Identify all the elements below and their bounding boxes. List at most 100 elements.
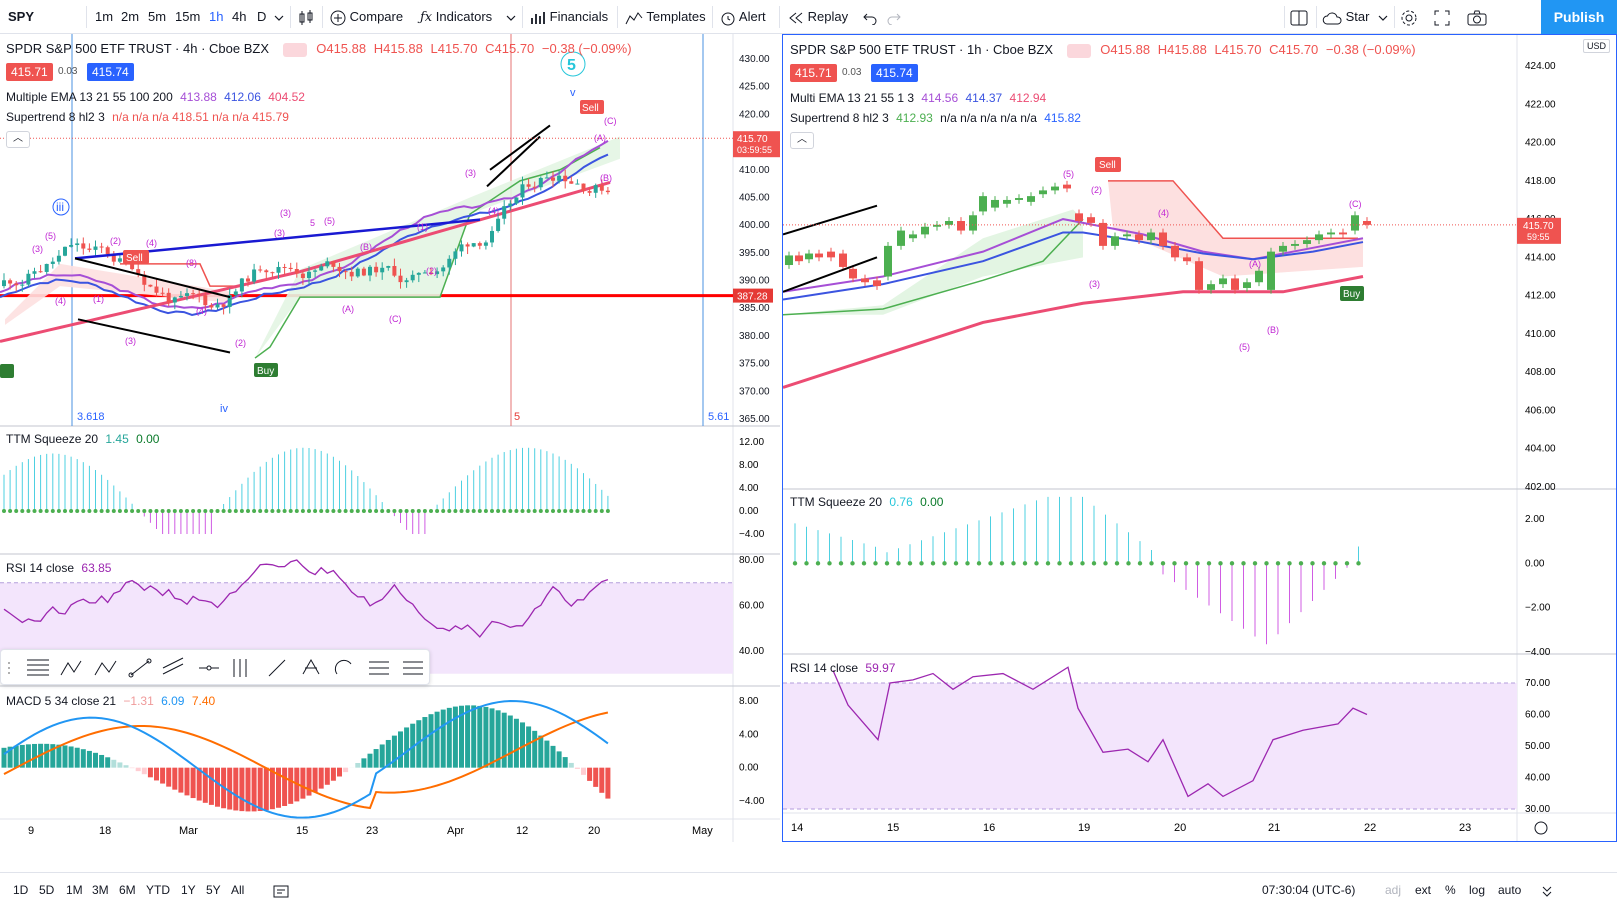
candle-body[interactable] [410, 274, 415, 281]
candle-body[interactable] [575, 183, 580, 185]
ema-55-line[interactable] [783, 275, 1364, 389]
candle-body[interactable] [105, 247, 110, 254]
candle-body[interactable] [252, 269, 257, 282]
candle-body[interactable] [897, 230, 905, 246]
right-ttm-label[interactable]: TTM Squeeze 20 [790, 495, 883, 509]
symbol-search[interactable]: SPY [8, 9, 35, 24]
candle-body[interactable] [1063, 184, 1071, 189]
candle-body[interactable] [785, 255, 793, 266]
adj-toggle[interactable]: adj [1385, 883, 1402, 897]
interval-15m[interactable]: 15m [175, 9, 201, 24]
candle-body[interactable] [945, 221, 953, 225]
candle-body[interactable] [392, 266, 397, 276]
left-macd-label[interactable]: MACD 5 34 close 21 [6, 694, 117, 708]
candle-body[interactable] [1231, 278, 1239, 290]
candle-body[interactable] [1015, 198, 1023, 200]
pitchfork-icon[interactable] [302, 658, 320, 675]
candle-body[interactable] [1207, 284, 1215, 290]
ema-21-line[interactable] [0, 153, 609, 317]
more-tools-icon[interactable] [403, 661, 423, 675]
candle-body[interactable] [368, 266, 372, 276]
candle-body[interactable] [429, 272, 433, 275]
candle-body[interactable] [447, 258, 452, 268]
candle-body[interactable] [361, 268, 366, 276]
candle-body[interactable] [873, 280, 881, 287]
drag-handle-icon[interactable] [8, 662, 10, 674]
candle-body[interactable] [276, 266, 281, 273]
financials-button[interactable]: Financials [530, 0, 608, 34]
candle-body[interactable] [1039, 190, 1047, 195]
candle-body[interactable] [520, 184, 525, 198]
candle-body[interactable] [203, 295, 208, 306]
range-1m[interactable]: 1M [66, 883, 83, 897]
auto-toggle[interactable]: auto [1498, 883, 1522, 897]
candle-body[interactable] [861, 278, 869, 283]
sell-signal-tag[interactable] [1095, 157, 1121, 172]
range-5y[interactable]: 5Y [206, 883, 221, 897]
chart-settings-gear-icon[interactable] [1534, 821, 1548, 835]
candle-body[interactable] [75, 243, 80, 246]
star-button[interactable]: Star [1322, 0, 1369, 34]
candle-body[interactable] [1195, 261, 1203, 290]
interval-5m[interactable]: 5m [148, 9, 167, 24]
candle-body[interactable] [349, 271, 354, 277]
candle-body[interactable] [26, 273, 31, 285]
candle-body[interactable] [166, 292, 171, 303]
candle-body[interactable] [8, 280, 13, 284]
candle-body[interactable] [471, 243, 476, 247]
candle-body[interactable] [465, 244, 470, 247]
candle-body[interactable] [477, 243, 482, 246]
candle-body[interactable] [2, 280, 6, 287]
candle-body[interactable] [514, 197, 519, 204]
candle-body[interactable] [148, 284, 153, 287]
trendline-black[interactable] [77, 318, 231, 354]
candle-body[interactable] [233, 291, 238, 296]
candle-body[interactable] [490, 230, 494, 243]
candle-body[interactable] [551, 177, 555, 181]
clock[interactable]: 07:30:04 (UTC-6) [1262, 883, 1356, 897]
arc-icon[interactable] [334, 659, 352, 675]
candle-body[interactable] [343, 271, 348, 273]
supertrend-down-line[interactable] [120, 263, 235, 287]
candle-body[interactable] [1003, 199, 1011, 204]
settings-sliders-icon[interactable] [369, 661, 389, 675]
candle-body[interactable] [63, 246, 67, 256]
compare-button[interactable]: Compare [330, 0, 403, 34]
candle-body[interactable] [599, 185, 604, 191]
candle-body[interactable] [264, 270, 269, 273]
abc-pattern-icon[interactable] [94, 660, 117, 676]
candle-body[interactable] [215, 304, 220, 308]
candle-body[interactable] [337, 266, 342, 272]
goto-date-icon[interactable] [273, 873, 289, 906]
interval-4h[interactable]: 4h [232, 9, 247, 24]
candle-body[interactable] [142, 274, 147, 285]
candle-body[interactable] [221, 304, 226, 307]
candle-body[interactable] [593, 185, 598, 193]
indicators-dropdown-icon[interactable] [506, 0, 516, 34]
candle-body[interactable] [239, 278, 244, 292]
candle-body[interactable] [957, 221, 965, 231]
candle-body[interactable] [1315, 234, 1323, 241]
fib-retracement-icon[interactable] [27, 659, 49, 676]
alert-button[interactable]: Alert [720, 0, 766, 34]
candle-body[interactable] [969, 215, 977, 231]
left-ask-badge[interactable]: 415.74 [87, 63, 134, 81]
candle-body[interactable] [1051, 186, 1059, 191]
candle-body[interactable] [331, 261, 336, 267]
candle-body[interactable] [557, 175, 562, 181]
elliott-wave-icon[interactable] [60, 660, 82, 676]
candle-body[interactable] [154, 286, 159, 293]
buy-signal-tag[interactable] [1340, 286, 1364, 301]
ray-icon[interactable] [268, 659, 286, 677]
candle-body[interactable] [117, 258, 122, 262]
candle-body[interactable] [1243, 282, 1251, 288]
left-rsi-label[interactable]: RSI 14 close [6, 561, 75, 575]
candle-body[interactable] [1255, 270, 1263, 283]
candle-body[interactable] [1111, 236, 1119, 246]
range-ytd[interactable]: YTD [146, 883, 170, 897]
candle-body[interactable] [909, 234, 917, 239]
candle-body[interactable] [111, 253, 116, 262]
trendline-black[interactable] [783, 204, 878, 236]
buy-signal-tag[interactable] [254, 363, 278, 377]
candle-body[interactable] [979, 196, 987, 212]
